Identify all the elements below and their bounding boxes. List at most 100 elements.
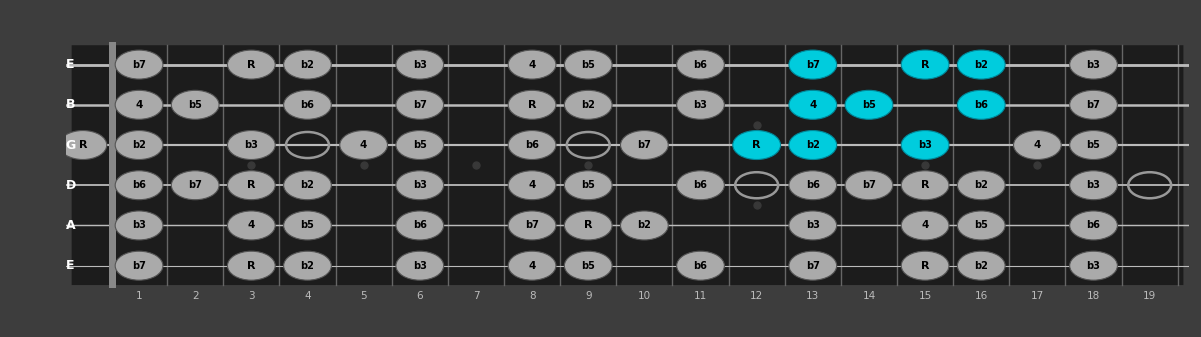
Text: b6: b6 [132,180,147,190]
Text: 16: 16 [975,290,988,301]
Text: b5: b5 [413,140,426,150]
Ellipse shape [846,90,892,119]
Text: b5: b5 [974,220,988,231]
Text: b5: b5 [189,100,202,110]
Ellipse shape [1070,251,1117,280]
Ellipse shape [676,90,724,119]
Text: 14: 14 [862,290,876,301]
Ellipse shape [227,171,275,200]
Text: b7: b7 [413,100,426,110]
Ellipse shape [564,50,613,79]
Text: R: R [921,261,930,271]
Ellipse shape [172,171,219,200]
Text: 2: 2 [192,290,198,301]
Ellipse shape [115,171,163,200]
Text: 17: 17 [1030,290,1044,301]
Ellipse shape [115,90,163,119]
Text: b2: b2 [974,60,988,69]
Text: 4: 4 [360,140,368,150]
Ellipse shape [283,90,331,119]
Text: 7: 7 [473,290,479,301]
Text: b2: b2 [638,220,651,231]
Ellipse shape [1070,130,1117,159]
Text: b6: b6 [806,180,820,190]
Text: R: R [921,60,930,69]
Text: R: R [247,261,256,271]
Text: 4: 4 [136,100,143,110]
Ellipse shape [957,211,1005,240]
Text: R: R [584,220,592,231]
Ellipse shape [508,50,556,79]
Text: 18: 18 [1087,290,1100,301]
Text: b3: b3 [693,100,707,110]
Ellipse shape [115,251,163,280]
Text: G: G [65,139,76,152]
Text: b3: b3 [918,140,932,150]
Ellipse shape [733,130,781,159]
Ellipse shape [846,171,892,200]
Text: b6: b6 [413,220,426,231]
Text: 9: 9 [585,290,592,301]
Text: 4: 4 [247,220,255,231]
Ellipse shape [227,50,275,79]
Ellipse shape [957,251,1005,280]
Text: R: R [247,60,256,69]
Text: E: E [66,58,74,71]
Ellipse shape [396,50,443,79]
FancyBboxPatch shape [68,42,1187,288]
Text: b7: b7 [862,180,876,190]
Text: R: R [78,140,88,150]
Ellipse shape [283,171,331,200]
Text: b7: b7 [638,140,651,150]
Text: b3: b3 [413,261,426,271]
Text: b5: b5 [581,60,596,69]
Text: 12: 12 [751,290,764,301]
Text: R: R [247,180,256,190]
Text: b3: b3 [413,60,426,69]
Text: b2: b2 [300,261,315,271]
Text: b2: b2 [132,140,147,150]
Ellipse shape [564,171,613,200]
Text: b6: b6 [693,261,707,271]
Text: b2: b2 [300,180,315,190]
Text: 5: 5 [360,290,368,301]
Ellipse shape [1070,50,1117,79]
Text: b3: b3 [413,180,426,190]
Text: 4: 4 [1034,140,1041,150]
Text: b2: b2 [806,140,820,150]
Ellipse shape [789,90,837,119]
Text: 8: 8 [528,290,536,301]
Text: 4: 4 [304,290,311,301]
Ellipse shape [901,130,949,159]
Text: b6: b6 [693,180,707,190]
Ellipse shape [789,130,837,159]
Text: b2: b2 [974,180,988,190]
Ellipse shape [508,171,556,200]
Ellipse shape [59,130,107,159]
Text: b7: b7 [525,220,539,231]
Ellipse shape [1070,171,1117,200]
Text: 4: 4 [528,60,536,69]
Text: R: R [921,180,930,190]
Ellipse shape [789,251,837,280]
Ellipse shape [283,211,331,240]
Ellipse shape [172,90,219,119]
Text: b3: b3 [1087,60,1100,69]
Text: 13: 13 [806,290,819,301]
Text: 11: 11 [694,290,707,301]
Text: R: R [527,100,537,110]
Ellipse shape [396,211,443,240]
Ellipse shape [564,90,613,119]
Text: A: A [66,219,76,232]
Bar [109,42,116,288]
Text: E: E [66,259,74,272]
Text: b3: b3 [132,220,147,231]
Ellipse shape [789,50,837,79]
Ellipse shape [957,90,1005,119]
Text: b3: b3 [244,140,258,150]
Ellipse shape [564,251,613,280]
Ellipse shape [115,130,163,159]
Text: b2: b2 [974,261,988,271]
Text: D: D [65,179,76,192]
Text: b7: b7 [806,60,820,69]
